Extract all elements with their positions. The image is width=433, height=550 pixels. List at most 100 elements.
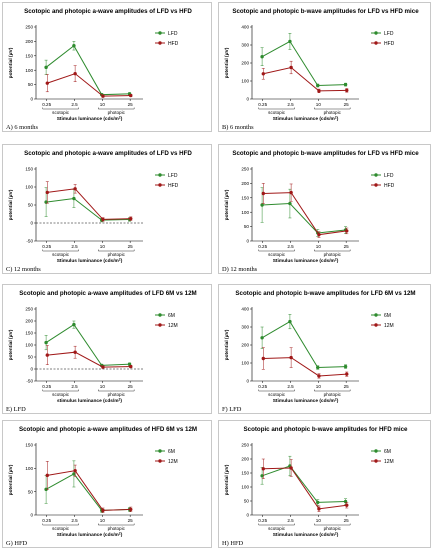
x-axis-label: Stimulus luminance (cds/m2) bbox=[273, 397, 339, 404]
y-tick-label: 200 bbox=[25, 39, 33, 44]
chart-title: Scotopic and photopic b-wave amplitudes … bbox=[244, 426, 409, 433]
y-axis-label: potential (μV) bbox=[224, 329, 230, 360]
legend-marker bbox=[158, 449, 162, 453]
y-tick-label: 200 bbox=[241, 61, 249, 66]
series-line bbox=[261, 40, 346, 87]
chart-panel: Scotopic and photopic a-wave amplitudes … bbox=[2, 2, 212, 132]
y-tick-label: 0 bbox=[246, 97, 249, 102]
x-tick-label: 2.5 bbox=[71, 102, 78, 107]
y-tick-label: 150 bbox=[241, 471, 249, 476]
y-tick-label: 50 bbox=[28, 489, 34, 494]
data-point bbox=[101, 365, 105, 369]
legend-label: 12M bbox=[384, 323, 394, 329]
x-tick-label: 25 bbox=[344, 384, 350, 389]
legend-marker bbox=[374, 459, 378, 463]
legend-label: LFD bbox=[168, 31, 178, 37]
data-point bbox=[316, 500, 320, 505]
x-axis-label: Stimulus luminance (cds/m2) bbox=[57, 115, 123, 122]
group-label: scotopic bbox=[268, 526, 286, 531]
data-point bbox=[343, 364, 348, 369]
series-line bbox=[261, 465, 346, 503]
data-point bbox=[129, 93, 133, 98]
data-point bbox=[343, 82, 348, 87]
group-bracket bbox=[258, 523, 295, 526]
legend-marker bbox=[374, 173, 378, 177]
group-bracket bbox=[42, 389, 79, 392]
legend-label: 6M bbox=[168, 449, 175, 455]
x-axis-label: Stimulus luminance (cds/m2) bbox=[273, 531, 339, 538]
group-label: photopic bbox=[324, 110, 342, 115]
group-label: scotopic bbox=[52, 526, 70, 531]
y-tick-label: 50 bbox=[28, 203, 34, 208]
series-line bbox=[262, 203, 346, 234]
y-tick-label: 100 bbox=[241, 485, 249, 490]
chart-title: Scotopic and photopic a-wave amplitudes … bbox=[24, 8, 192, 15]
legend-label: 6M bbox=[168, 313, 175, 319]
group-label: photopic bbox=[108, 526, 126, 531]
data-point bbox=[288, 319, 292, 324]
x-tick-label: 2.5 bbox=[287, 244, 294, 249]
x-tick-label: 25 bbox=[344, 244, 350, 249]
legend-label: HFD bbox=[384, 183, 395, 189]
y-tick-label: 100 bbox=[241, 79, 249, 84]
y-tick-label: 250 bbox=[25, 307, 33, 312]
chart-svg: Scotopic and photopic a-wave amplitudes … bbox=[6, 8, 192, 131]
y-tick-label: 150 bbox=[25, 167, 33, 172]
data-point bbox=[345, 88, 349, 93]
y-tick-label: 150 bbox=[25, 53, 33, 58]
x-tick-label: 25 bbox=[128, 102, 134, 107]
y-tick-label: 250 bbox=[241, 443, 249, 448]
chart-svg: Scotopic and photopic b-wave amplitudes … bbox=[222, 8, 419, 131]
panel-label: D) 12 months bbox=[222, 266, 258, 273]
chart-title: Scotopic and photopic b-wave amplitudes … bbox=[235, 290, 415, 297]
legend-label: LFD bbox=[168, 173, 178, 179]
x-tick-label: 25 bbox=[344, 102, 350, 107]
x-tick-label: 0.25 bbox=[42, 244, 51, 249]
data-point bbox=[345, 503, 349, 507]
data-point bbox=[317, 507, 321, 511]
group-label: photopic bbox=[324, 526, 342, 531]
x-tick-label: 0.25 bbox=[258, 518, 267, 523]
x-axis-label: Stimulus luminance (cds/m2) bbox=[57, 257, 123, 264]
chart-svg: Scotopic and photopic b-wave amplitudes … bbox=[222, 290, 416, 413]
y-axis-label: potential (μV) bbox=[224, 464, 230, 495]
y-tick-label: 100 bbox=[25, 466, 33, 471]
x-tick-label: 10 bbox=[316, 244, 322, 249]
x-tick-label: 2.5 bbox=[287, 518, 294, 523]
group-label: scotopic bbox=[52, 110, 70, 115]
series-line bbox=[45, 44, 130, 96]
x-tick-label: 0.25 bbox=[258, 102, 267, 107]
y-tick-label: 400 bbox=[241, 307, 249, 312]
data-point bbox=[261, 72, 265, 76]
data-point bbox=[129, 507, 133, 512]
legend-marker bbox=[374, 183, 378, 187]
legend-marker bbox=[158, 313, 162, 317]
chart-svg: Scotopic and photopic b-wave amplitudes … bbox=[222, 150, 419, 273]
chart-panel: Scotopic and photopic b-wave amplitudes … bbox=[218, 420, 431, 548]
chart-panel: Scotopic and photopic b-wave amplitudes … bbox=[218, 2, 431, 132]
series-line bbox=[45, 323, 130, 366]
data-point bbox=[72, 322, 76, 327]
x-tick-label: 2.5 bbox=[287, 102, 294, 107]
x-axis-label: Stimulus luminance (cds/m2) bbox=[273, 257, 339, 264]
legend-marker bbox=[158, 31, 162, 35]
legend-marker bbox=[158, 459, 162, 463]
x-tick-label: 25 bbox=[128, 244, 134, 249]
data-point bbox=[45, 190, 49, 195]
data-point bbox=[316, 365, 320, 370]
x-tick-label: 0.25 bbox=[42, 102, 51, 107]
legend-marker bbox=[374, 313, 378, 317]
chart-svg: Scotopic and photopic a-wave amplitudes … bbox=[6, 290, 197, 413]
chart-panel: Scotopic and photopic a-wave amplitudes … bbox=[2, 144, 212, 274]
data-point bbox=[261, 467, 265, 471]
data-point bbox=[101, 217, 105, 222]
data-point bbox=[345, 229, 349, 233]
legend-marker bbox=[158, 183, 162, 187]
x-tick-label: 10 bbox=[316, 384, 322, 389]
x-axis-label: stimulus luminance (cds/m2) bbox=[57, 397, 122, 404]
panel-label: B) 6 months bbox=[222, 124, 254, 131]
series-line bbox=[46, 197, 130, 221]
data-point bbox=[73, 350, 77, 354]
y-tick-label: 400 bbox=[241, 25, 249, 30]
data-point bbox=[260, 55, 264, 59]
